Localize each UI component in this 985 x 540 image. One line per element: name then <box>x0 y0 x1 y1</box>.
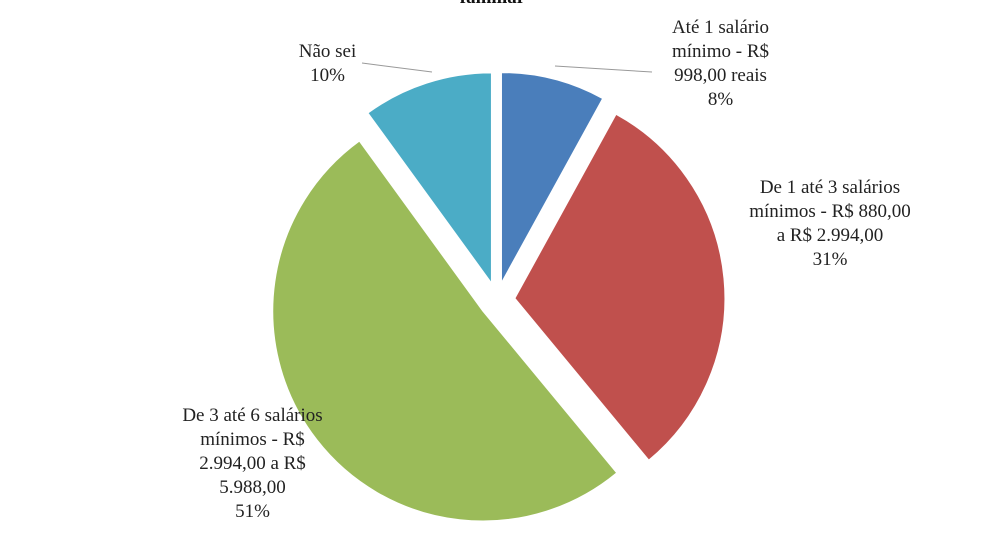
category-label: De 1 até 3 salários mínimos - R$ 880,00 … <box>749 177 911 246</box>
category-label: Até 1 salário mínimo - R$ 998,00 reais <box>671 17 770 86</box>
slice-label: Não sei 10% <box>280 40 375 88</box>
slice-label: Até 1 salário mínimo - R$ 998,00 reais 8% <box>648 16 793 112</box>
pie-slice <box>500 72 604 283</box>
value-label: 10% <box>310 65 345 86</box>
leader-line <box>554 65 653 73</box>
pie-slice <box>272 140 618 522</box>
slice-label: De 1 até 3 salários mínimos - R$ 880,00 … <box>745 176 915 272</box>
slice-label: De 3 até 6 salários mínimos - R$ 2.994,0… <box>170 404 335 524</box>
chart-title: familiar <box>0 0 985 9</box>
leader-line <box>361 62 433 73</box>
category-label: Não sei <box>298 41 357 62</box>
value-label: 31% <box>812 249 848 270</box>
value-label: 8% <box>707 89 734 110</box>
pie-slice <box>367 72 492 285</box>
value-label: 51% <box>235 501 270 522</box>
category-label: De 3 até 6 salários mínimos - R$ 2.994,0… <box>182 405 323 498</box>
pie-slice <box>514 113 726 461</box>
